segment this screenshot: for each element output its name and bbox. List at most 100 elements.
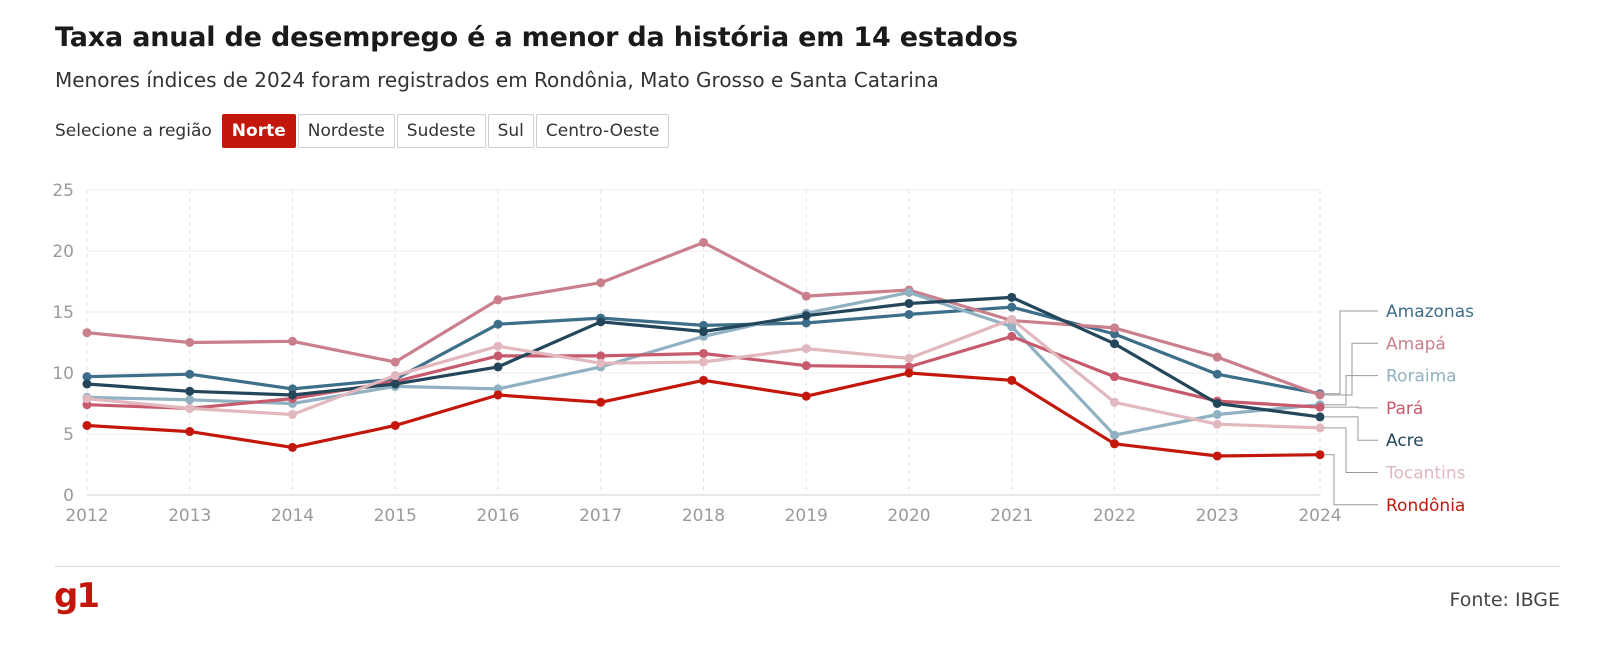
data-point-Rondônia-2013 [185,427,195,437]
data-point-Acre-2016 [493,362,503,372]
data-point-Amazonas-2013 [185,369,195,379]
data-point-Pará-2017 [596,351,606,361]
series-label-Rondônia: Rondônia [1386,496,1465,516]
data-point-Rondônia-2017 [596,397,606,407]
data-point-Roraima-2020 [904,287,914,297]
y-tick-label: 5 [63,425,74,445]
data-point-Amapá-2023 [1212,352,1222,362]
leader-line-Rondônia [1324,454,1378,506]
line-chart: 0 5 10 15 20 25 2012 2013 2014 2015 2016 2017 2018 20… [52,181,1474,526]
series-label-Roraima: Roraima [1386,367,1457,387]
data-point-Amapá-2024 [1315,390,1325,400]
data-point-Rondônia-2023 [1212,451,1222,461]
source-note: Fonte: IBGE [1449,589,1560,611]
data-point-Rondônia-2016 [493,390,503,400]
data-point-Amapá-2018 [699,237,708,247]
x-tick-label: 2019 [785,506,828,526]
data-point-Tocantins-2024 [1315,423,1325,433]
leader-line-Pará [1324,406,1378,409]
data-point-Roraima-2013 [185,395,195,405]
data-point-Amazonas-2019 [801,318,811,328]
data-point-Tocantins-2019 [801,344,811,354]
data-point-Acre-2019 [801,311,811,321]
data-point-Tocantins-2017 [596,358,606,368]
data-point-Amapá-2014 [288,336,297,346]
data-point-Pará-2024 [1315,402,1325,412]
x-tick-label: 2020 [887,506,930,526]
data-point-Acre-2023 [1212,399,1222,408]
footer-divider [55,566,1560,567]
data-point-Tocantins-2021 [1007,314,1017,324]
data-point-Pará-2019 [801,361,811,371]
data-point-Roraima-2022 [1110,430,1119,440]
data-point-Amazonas-2016 [493,319,503,329]
data-point-Amapá-2015 [390,357,400,367]
data-point-Rondônia-2012 [82,420,92,430]
data-point-Tocantins-2014 [288,409,297,419]
data-point-Roraima-2021 [1007,322,1017,332]
y-tick-label: 0 [63,486,74,506]
data-point-Pará-2018 [699,348,708,358]
x-tick-label: 2017 [579,506,622,526]
data-point-Rondônia-2019 [801,391,811,401]
x-tick-label: 2024 [1298,506,1341,526]
data-point-Acre-2018 [699,327,708,337]
data-point-Rondônia-2020 [904,368,914,378]
leader-line-Roraima [1324,375,1378,406]
x-tick-label: 2018 [682,506,725,526]
data-point-Amapá-2013 [185,338,195,347]
region-selector: Selecione a região Norte Nordeste Sudeste S… [55,114,671,148]
region-button-group: Norte Nordeste Sudeste Sul Centro-Oeste [221,114,672,148]
series-line-Pará [85,334,1322,410]
x-tick-label: 2012 [65,506,108,526]
region-button-centro-oeste[interactable]: Centro-Oeste [535,114,670,148]
series-label-Acre: Acre [1386,431,1424,451]
y-tick-label: 10 [52,364,74,384]
x-tick-label: 2014 [271,506,314,526]
x-tick-label: 2023 [1196,506,1239,526]
data-point-Tocantins-2012 [82,394,92,404]
series-label-Pará: Pará [1386,399,1423,419]
y-tick-label: 20 [52,242,74,262]
chart-title: Taxa anual de desemprego é a menor da hi… [55,22,1018,53]
data-point-Tocantins-2013 [185,403,195,413]
series-label-Amazonas: Amazonas [1386,302,1474,322]
data-point-Pará-2016 [493,351,503,361]
x-tick-label: 2016 [476,506,519,526]
data-point-Rondônia-2022 [1110,439,1119,449]
series-label-Tocantins: Tocantins [1385,464,1466,484]
data-point-Rondônia-2018 [699,375,708,385]
y-tick-label: 25 [52,181,74,201]
region-button-sudeste[interactable]: Sudeste [396,114,486,148]
data-point-Rondônia-2021 [1007,375,1017,385]
data-point-Acre-2021 [1007,292,1017,302]
data-point-Acre-2024 [1315,412,1325,422]
leader-line-Tocantins [1324,427,1378,473]
x-tick-label: 2021 [990,506,1033,526]
region-button-sul[interactable]: Sul [487,114,534,148]
x-tick-label: 2013 [168,506,211,526]
data-point-Acre-2017 [596,317,606,327]
data-point-Tocantins-2023 [1212,419,1222,429]
x-tick-label: 2015 [374,506,417,526]
data-point-Amapá-2019 [801,291,811,301]
x-tick-label: 2022 [1093,506,1136,526]
region-button-nordeste[interactable]: Nordeste [297,114,395,148]
data-point-Amapá-2012 [82,328,92,338]
data-point-Amazonas-2023 [1212,369,1222,379]
data-point-Tocantins-2018 [699,357,708,367]
data-point-Acre-2013 [185,386,195,396]
data-point-Tocantins-2015 [390,370,400,380]
data-point-Tocantins-2016 [493,341,503,351]
data-point-Roraima-2023 [1212,409,1222,419]
data-point-Amapá-2017 [596,278,606,288]
y-tick-label: 15 [52,303,74,323]
data-point-Rondônia-2015 [390,420,400,430]
data-point-Acre-2012 [82,379,92,389]
g1-logo: g1 [54,576,100,616]
data-point-Amazonas-2012 [82,372,92,382]
data-point-Pará-2021 [1007,331,1017,341]
region-button-norte[interactable]: Norte [221,114,296,148]
leader-line-Acre [1324,416,1378,441]
data-point-Amazonas-2020 [904,309,914,319]
